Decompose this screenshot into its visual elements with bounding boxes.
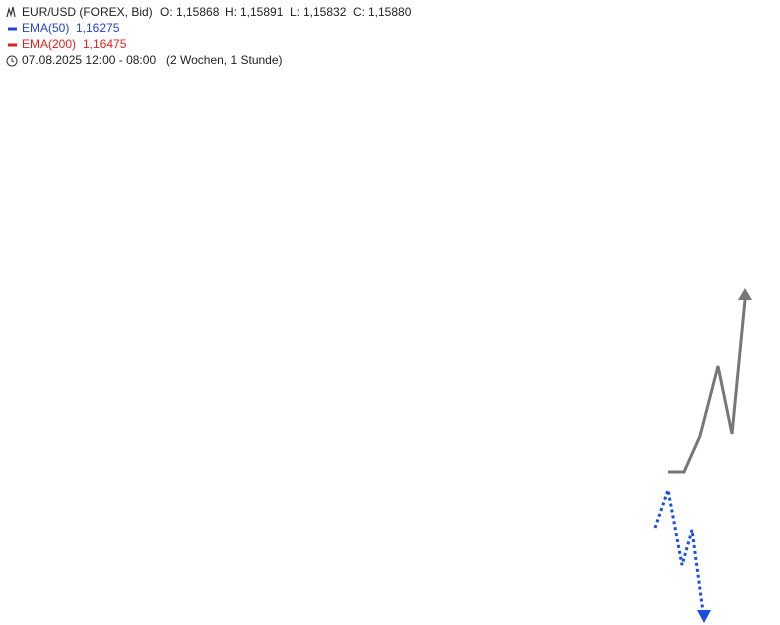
symbol: EUR/USD (FOREX, Bid) <box>22 5 153 19</box>
ohlc-label: L: <box>290 5 300 19</box>
ohlc-value: 1,15880 <box>368 5 412 19</box>
ohlc-value: 1,15832 <box>303 5 347 19</box>
forecast-down-head <box>697 610 711 623</box>
legend-value: 1,16475 <box>83 37 127 51</box>
ohlc-value: 1,15868 <box>176 5 220 19</box>
ohlc-value: 1,15891 <box>240 5 284 19</box>
forecast-up-head <box>738 288 752 300</box>
clock-icon <box>6 55 18 67</box>
range: (2 Wochen, 1 Stunde) <box>166 53 283 67</box>
ohlc-label: H: <box>225 5 237 19</box>
ohlc-label: C: <box>353 5 365 19</box>
legend-name: EMA(200) <box>22 37 76 51</box>
chart-icon <box>6 6 16 18</box>
legend-name: EMA(50) <box>22 21 69 35</box>
period: 07.08.2025 12:00 - 08:00 <box>22 53 156 67</box>
forecast-up <box>668 299 747 474</box>
legend-value: 1,16275 <box>76 21 120 35</box>
forecast-down <box>653 484 705 613</box>
clock-hands <box>11 58 15 63</box>
ohlc-label: O: <box>160 5 173 19</box>
header: EUR/USD (FOREX, Bid) O: 1,15868 H: 1,158… <box>6 5 412 67</box>
